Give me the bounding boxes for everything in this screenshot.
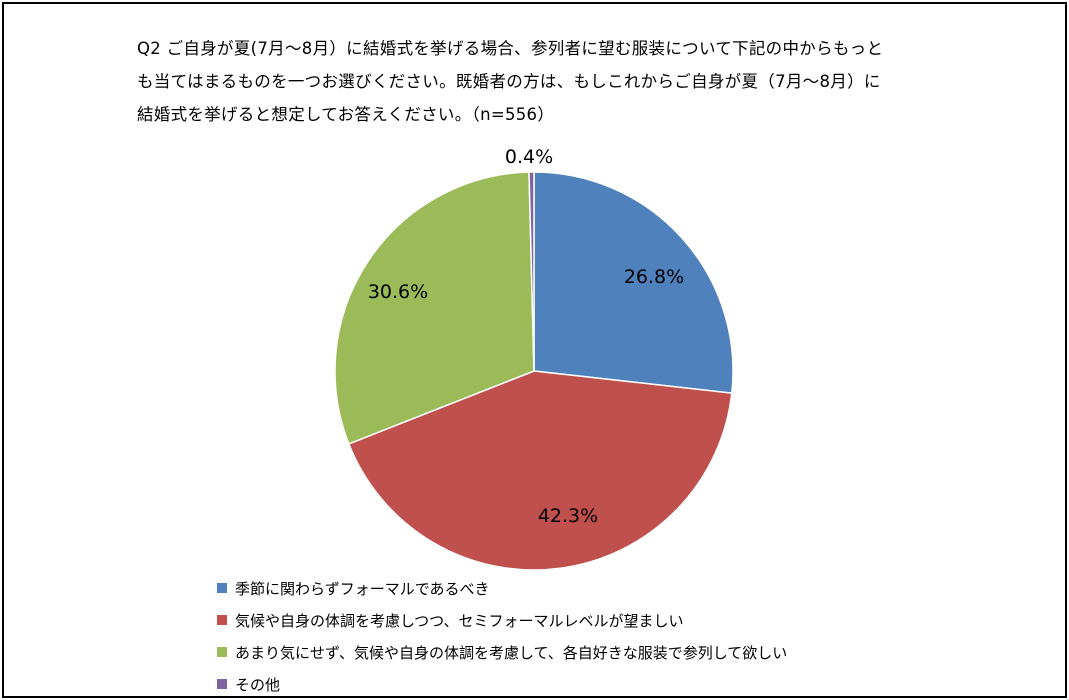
legend-label: あまり気にせず、気候や自身の体調を考慮して、各自好きな服装で参列して欲しい (235, 643, 788, 662)
chart-title: Q2 ご自身が夏(7月～8月）に結婚式を挙げる場合、参列者に望む服装について下記… (137, 32, 987, 131)
legend-swatch (217, 583, 227, 593)
pie-slice (533, 171, 734, 394)
slice-data-label: 0.4% (505, 146, 553, 168)
title-line-2: も当てはまるものを一つお選びください。既婚者の方は、もしこれからご自身が夏（7月… (137, 72, 881, 91)
legend-swatch (217, 679, 227, 689)
slice-data-label: 26.8% (624, 266, 684, 288)
legend-label: その他 (235, 675, 281, 694)
legend-swatch (217, 647, 227, 657)
legend-item: 季節に関わらずフォーマルであるべき (217, 572, 787, 604)
legend-label: 気候や自身の体調を考慮しつつ、セミフォーマルレベルが望ましい (235, 611, 684, 630)
pie-slice (347, 370, 733, 571)
slice-data-label: 30.6% (368, 281, 428, 303)
legend-label: 季節に関わらずフォーマルであるべき (235, 579, 490, 598)
legend-item: その他 (217, 668, 787, 700)
pie-slice (528, 171, 535, 372)
legend-swatch (217, 615, 227, 625)
title-line-1: Q2 ご自身が夏(7月～8月）に結婚式を挙げる場合、参列者に望む服装について下記… (137, 39, 884, 58)
title-line-3: 結婚式を挙げると想定してお答えください。（n=556） (137, 105, 555, 124)
slice-data-label: 42.3% (538, 505, 598, 527)
pie-slice (334, 171, 535, 445)
legend-item: 気候や自身の体調を考慮しつつ、セミフォーマルレベルが望ましい (217, 604, 787, 636)
legend-item: あまり気にせず、気候や自身の体調を考慮して、各自好きな服装で参列して欲しい (217, 636, 787, 668)
legend: 季節に関わらずフォーマルであるべき 気候や自身の体調を考慮しつつ、セミフォーマル… (217, 572, 787, 700)
